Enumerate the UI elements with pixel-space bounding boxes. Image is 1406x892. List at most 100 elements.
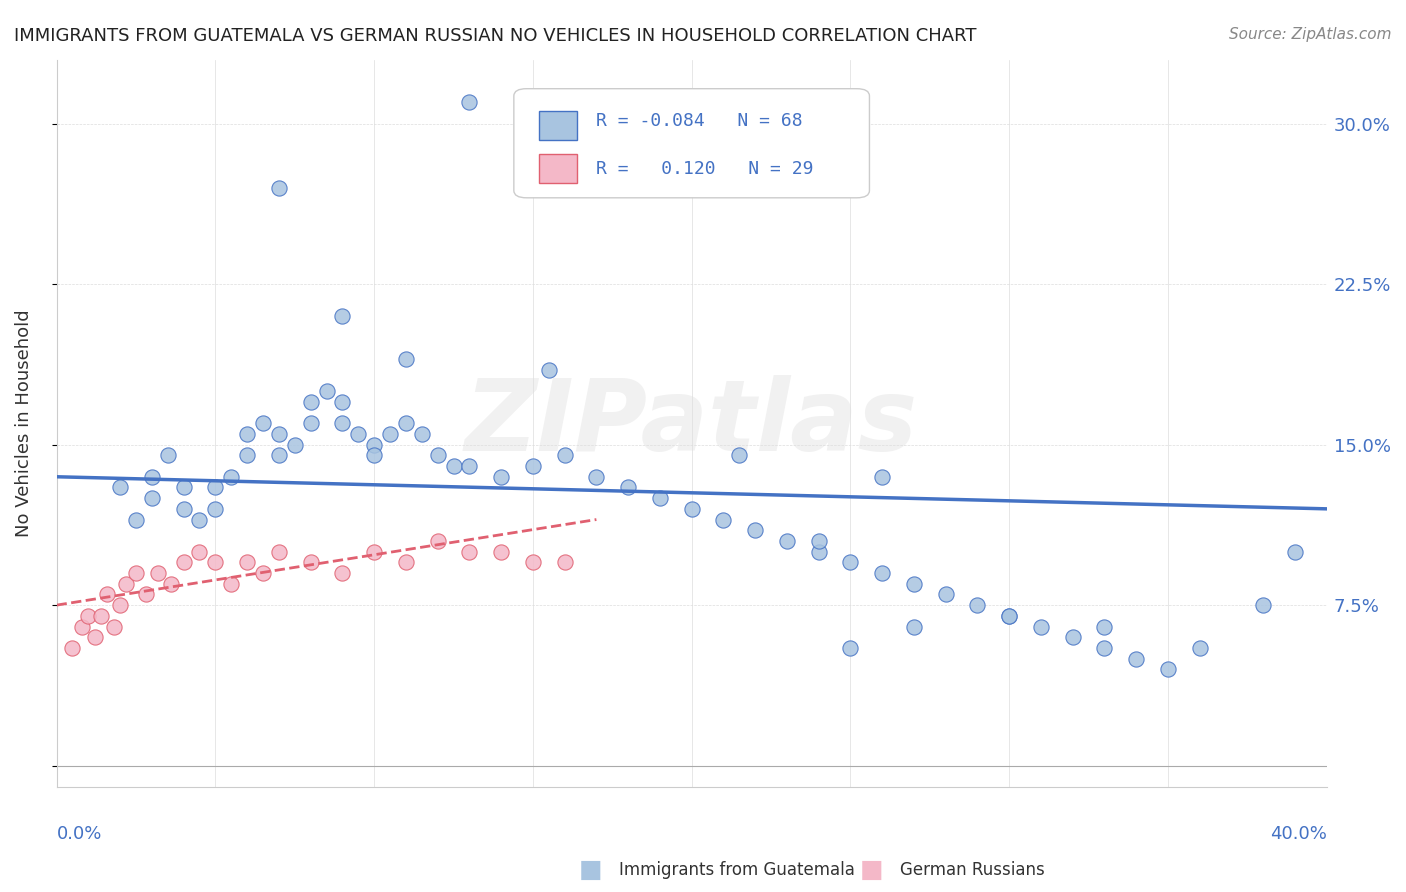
- Point: [1029, 619, 1052, 633]
- Point: [1251, 598, 1274, 612]
- Point: [188, 512, 211, 526]
- Point: [173, 501, 195, 516]
- Point: [90, 608, 112, 623]
- Point: [585, 469, 607, 483]
- Point: [83, 630, 105, 644]
- Point: [776, 533, 799, 548]
- Point: [115, 576, 138, 591]
- Point: [870, 469, 893, 483]
- Point: [188, 544, 211, 558]
- Point: [160, 576, 183, 591]
- Point: [267, 427, 290, 442]
- Point: [252, 417, 274, 431]
- Text: Immigrants from Guatemala: Immigrants from Guatemala: [619, 861, 855, 879]
- Point: [204, 501, 226, 516]
- Point: [1094, 640, 1116, 655]
- Text: 40.0%: 40.0%: [1270, 825, 1327, 844]
- Point: [426, 449, 449, 463]
- Point: [998, 608, 1021, 623]
- Point: [125, 512, 148, 526]
- Point: [870, 566, 893, 580]
- Point: [267, 181, 290, 195]
- Point: [141, 491, 163, 505]
- Point: [267, 449, 290, 463]
- Point: [236, 449, 259, 463]
- Point: [332, 395, 354, 409]
- Point: [966, 598, 988, 612]
- Point: [935, 587, 957, 601]
- Point: [173, 555, 195, 569]
- Point: [148, 566, 170, 580]
- Point: [489, 469, 512, 483]
- Point: [1284, 544, 1306, 558]
- Point: [363, 438, 385, 452]
- Point: [363, 544, 385, 558]
- Point: [134, 587, 156, 601]
- Point: [299, 395, 322, 409]
- Point: [173, 480, 195, 494]
- Point: [522, 458, 544, 473]
- Point: [395, 555, 418, 569]
- Point: [236, 427, 259, 442]
- Point: [156, 449, 179, 463]
- Point: [713, 512, 735, 526]
- Point: [903, 576, 925, 591]
- Text: ZIPatlas: ZIPatlas: [465, 375, 918, 472]
- Point: [108, 598, 131, 612]
- Point: [219, 469, 242, 483]
- FancyBboxPatch shape: [540, 154, 578, 183]
- Point: [411, 427, 433, 442]
- Point: [728, 449, 751, 463]
- Point: [395, 417, 418, 431]
- Point: [489, 544, 512, 558]
- Y-axis label: No Vehicles in Household: No Vehicles in Household: [15, 310, 32, 537]
- Point: [252, 566, 274, 580]
- Point: [426, 533, 449, 548]
- Point: [299, 555, 322, 569]
- Point: [96, 587, 118, 601]
- Text: IMMIGRANTS FROM GUATEMALA VS GERMAN RUSSIAN NO VEHICLES IN HOUSEHOLD CORRELATION: IMMIGRANTS FROM GUATEMALA VS GERMAN RUSS…: [14, 27, 977, 45]
- Point: [522, 555, 544, 569]
- Point: [332, 566, 354, 580]
- Point: [378, 427, 401, 442]
- Text: Source: ZipAtlas.com: Source: ZipAtlas.com: [1229, 27, 1392, 42]
- Point: [395, 352, 418, 367]
- Point: [103, 619, 125, 633]
- Point: [839, 555, 862, 569]
- Point: [443, 458, 465, 473]
- Point: [363, 449, 385, 463]
- Point: [332, 417, 354, 431]
- Point: [267, 544, 290, 558]
- Point: [204, 555, 226, 569]
- Point: [236, 555, 259, 569]
- Point: [681, 501, 703, 516]
- FancyBboxPatch shape: [540, 111, 578, 140]
- Text: R =   0.120   N = 29: R = 0.120 N = 29: [596, 160, 814, 178]
- Text: 0.0%: 0.0%: [56, 825, 103, 844]
- Text: German Russians: German Russians: [900, 861, 1045, 879]
- Point: [347, 427, 370, 442]
- Point: [1157, 662, 1180, 676]
- Point: [1188, 640, 1211, 655]
- Point: [648, 491, 671, 505]
- Text: ■: ■: [579, 858, 602, 881]
- Point: [554, 555, 576, 569]
- Point: [108, 480, 131, 494]
- Text: R = -0.084   N = 68: R = -0.084 N = 68: [596, 112, 803, 130]
- Point: [315, 384, 337, 399]
- Point: [537, 363, 560, 377]
- Point: [458, 458, 481, 473]
- FancyBboxPatch shape: [513, 88, 869, 198]
- Point: [458, 544, 481, 558]
- Point: [204, 480, 226, 494]
- Point: [617, 480, 640, 494]
- Point: [284, 438, 307, 452]
- Point: [77, 608, 100, 623]
- Point: [141, 469, 163, 483]
- Point: [807, 544, 830, 558]
- Point: [219, 576, 242, 591]
- Point: [299, 417, 322, 431]
- Point: [744, 523, 766, 537]
- Point: [1062, 630, 1084, 644]
- Point: [839, 640, 862, 655]
